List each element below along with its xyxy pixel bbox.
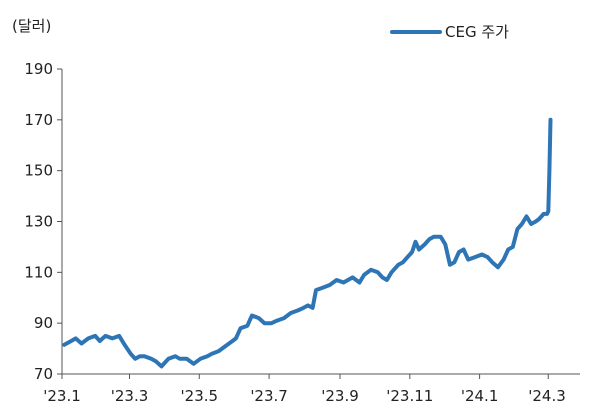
x-tick-label: '23.11 — [386, 387, 433, 405]
y-tick-label: 150 — [24, 162, 53, 180]
legend-label: CEG 주가 — [445, 23, 509, 41]
x-tick-label: '24.3 — [528, 387, 566, 405]
x-tick-label: '23.9 — [321, 387, 359, 405]
x-tick-label: '23.5 — [181, 387, 219, 405]
x-tick-label: '23.3 — [111, 387, 149, 405]
y-tick-label: 170 — [24, 111, 53, 129]
y-unit-label: (달러) — [12, 17, 51, 35]
x-tick-label: '24.1 — [461, 387, 499, 405]
x-tick-label: '23.1 — [43, 387, 81, 405]
legend: CEG 주가 — [390, 23, 509, 41]
x-tick-label: '23.7 — [250, 387, 288, 405]
y-tick-label: 130 — [24, 213, 53, 231]
y-tick-label: 90 — [34, 314, 53, 332]
y-tick-label: 110 — [24, 263, 53, 281]
y-tick-label: 70 — [34, 365, 53, 383]
x-ticks: '23.1 '23.3 '23.5 '23.7 '23.9 '23.11 '24.1 '24.… — [43, 374, 566, 405]
y-ticks: 70 90 110 130 150 170 190 — [24, 60, 62, 383]
series-line-ceg — [62, 117, 553, 369]
y-tick-label: 190 — [24, 60, 53, 78]
